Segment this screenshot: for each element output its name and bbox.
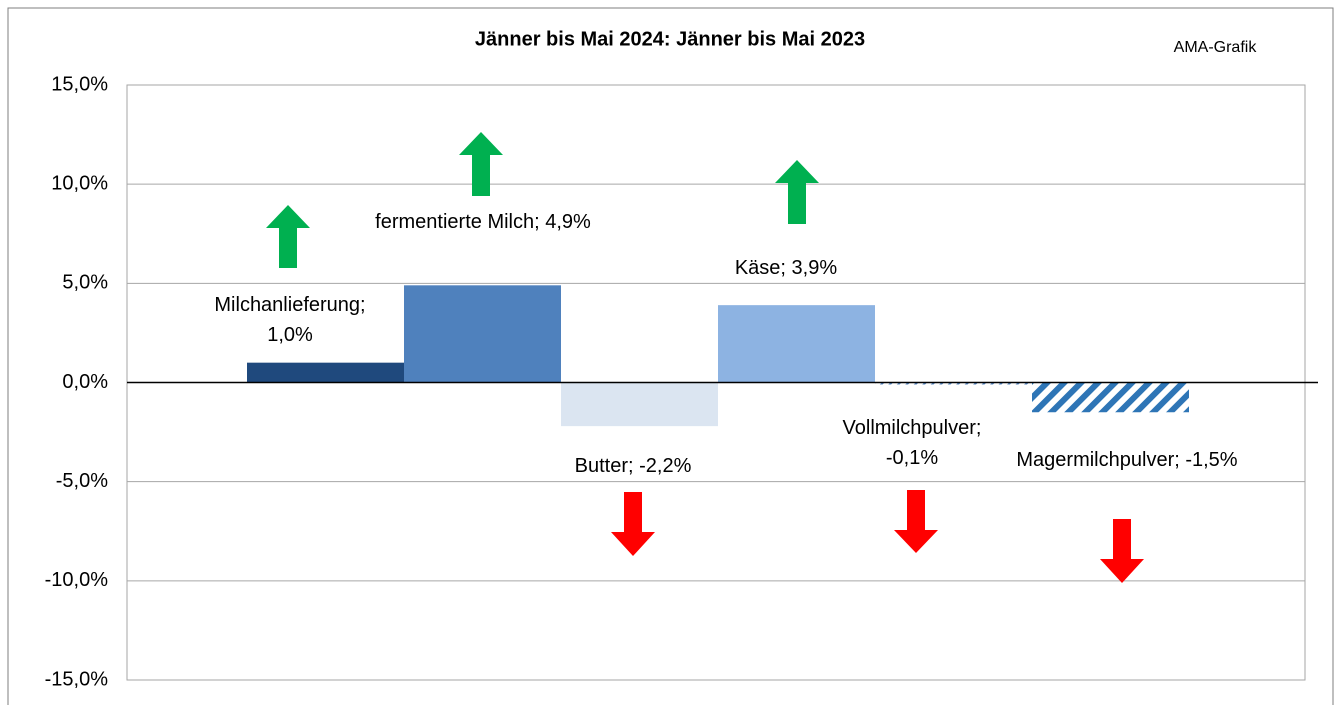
subtitle: AMA-Grafik bbox=[1174, 39, 1258, 56]
data-label: Magermilchpulver; -1,5% bbox=[1016, 449, 1238, 471]
data-label: Milchanlieferung; 1,0% bbox=[214, 294, 366, 346]
bar bbox=[404, 285, 561, 383]
up-arrow bbox=[459, 132, 503, 196]
down-arrow bbox=[894, 490, 938, 553]
data-label: Käse; 3,9% bbox=[734, 257, 838, 279]
y-tick-label: -10,0% bbox=[45, 569, 109, 591]
y-tick-label: 15,0% bbox=[51, 73, 108, 95]
chart-frame bbox=[7, 7, 1334, 705]
down-arrow bbox=[611, 492, 655, 556]
chart-title: Jänner bis Mai 2024: Jänner bis Mai 2023 bbox=[475, 28, 865, 50]
data-label: Vollmilchpulver; -0,1% bbox=[842, 417, 982, 469]
y-tick-label: -15,0% bbox=[45, 668, 109, 690]
arrows bbox=[266, 132, 1144, 583]
data-label: Butter; -2,2% bbox=[574, 455, 692, 477]
y-tick-label: 0,0% bbox=[62, 371, 108, 393]
bar bbox=[561, 382, 718, 427]
y-tick-label: 10,0% bbox=[51, 172, 108, 194]
bar bbox=[1032, 382, 1189, 413]
down-arrow bbox=[1100, 519, 1144, 583]
bar bbox=[875, 382, 1032, 385]
y-tick-label: -5,0% bbox=[56, 470, 108, 492]
bar bbox=[247, 362, 404, 383]
bar bbox=[718, 305, 875, 383]
data-label: fermentierte Milch; 4,9% bbox=[375, 211, 591, 233]
up-arrow bbox=[266, 205, 310, 268]
y-tick-label: 5,0% bbox=[62, 272, 108, 294]
up-arrow bbox=[775, 160, 819, 224]
